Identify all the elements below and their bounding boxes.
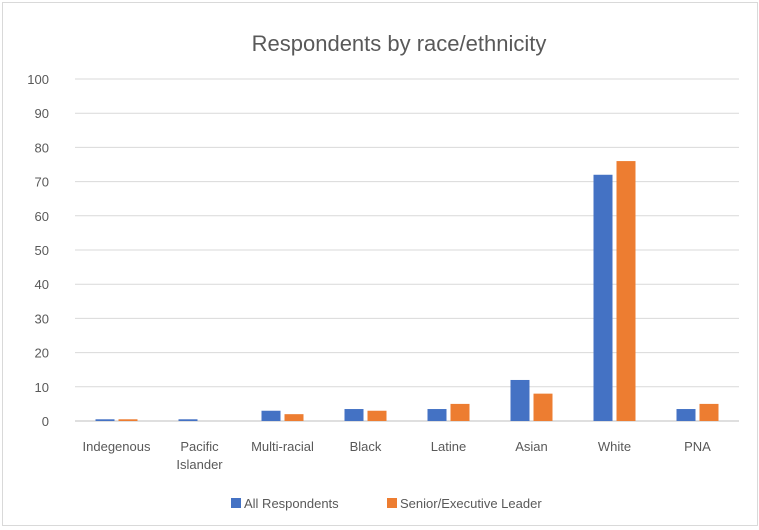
x-axis-tick-labels: Indegenous Pacific Islander Multi-racial Bla… bbox=[83, 439, 712, 472]
y-tick-label: 50 bbox=[35, 243, 49, 258]
y-tick-label: 40 bbox=[35, 277, 49, 292]
bar-senior-executive-leader-4 bbox=[450, 403, 470, 421]
y-tick-label: 10 bbox=[35, 380, 49, 395]
bar-senior-executive-leader-3 bbox=[367, 410, 387, 421]
y-tick-label: 70 bbox=[35, 175, 49, 190]
bar-all-respondents-6 bbox=[593, 174, 613, 421]
bar-senior-executive-leader-2 bbox=[284, 414, 304, 421]
bar-senior-executive-leader-7 bbox=[699, 403, 719, 421]
bar-all-respondents-2 bbox=[261, 410, 281, 421]
bar-chart: Respondents by race/ethnicity 0 10 20 30 40 5… bbox=[27, 31, 739, 511]
legend-label: Senior/Executive Leader bbox=[400, 496, 542, 511]
y-tick-label: 90 bbox=[35, 106, 49, 121]
x-tick-label: Pacific bbox=[180, 439, 219, 454]
bar-all-respondents-4 bbox=[427, 409, 447, 421]
bar-all-respondents-3 bbox=[344, 409, 364, 421]
x-tick-label: Islander bbox=[176, 457, 223, 472]
y-tick-label: 0 bbox=[42, 414, 49, 429]
bar-senior-executive-leader-6 bbox=[616, 161, 636, 421]
chart-title: Respondents by race/ethnicity bbox=[252, 31, 547, 56]
x-tick-label: White bbox=[598, 439, 631, 454]
bar-all-respondents-7 bbox=[676, 409, 696, 421]
x-tick-label: Asian bbox=[515, 439, 548, 454]
x-tick-label: Black bbox=[350, 439, 382, 454]
x-tick-label: Latine bbox=[431, 439, 466, 454]
y-tick-label: 100 bbox=[27, 72, 49, 87]
bar-all-respondents-0 bbox=[95, 419, 115, 421]
legend-label: All Respondents bbox=[244, 496, 339, 511]
x-tick-label: Multi-racial bbox=[251, 439, 314, 454]
x-tick-label: PNA bbox=[684, 439, 711, 454]
y-axis-tick-labels: 0 10 20 30 40 50 60 70 80 90 100 bbox=[27, 72, 49, 429]
bar-senior-executive-leader-0 bbox=[118, 419, 138, 421]
x-tick-label: Indegenous bbox=[83, 439, 151, 454]
legend-swatch bbox=[231, 498, 241, 508]
legend: All Respondents Senior/Executive Leader bbox=[231, 496, 542, 511]
y-tick-label: 20 bbox=[35, 346, 49, 361]
y-tick-label: 30 bbox=[35, 311, 49, 326]
y-tick-label: 80 bbox=[35, 140, 49, 155]
gridlines bbox=[75, 78, 739, 422]
bar-all-respondents-5 bbox=[510, 379, 530, 421]
y-tick-label: 60 bbox=[35, 209, 49, 224]
legend-swatch bbox=[387, 498, 397, 508]
bars bbox=[95, 161, 719, 421]
bar-all-respondents-1 bbox=[178, 419, 198, 421]
bar-senior-executive-leader-5 bbox=[533, 393, 553, 421]
